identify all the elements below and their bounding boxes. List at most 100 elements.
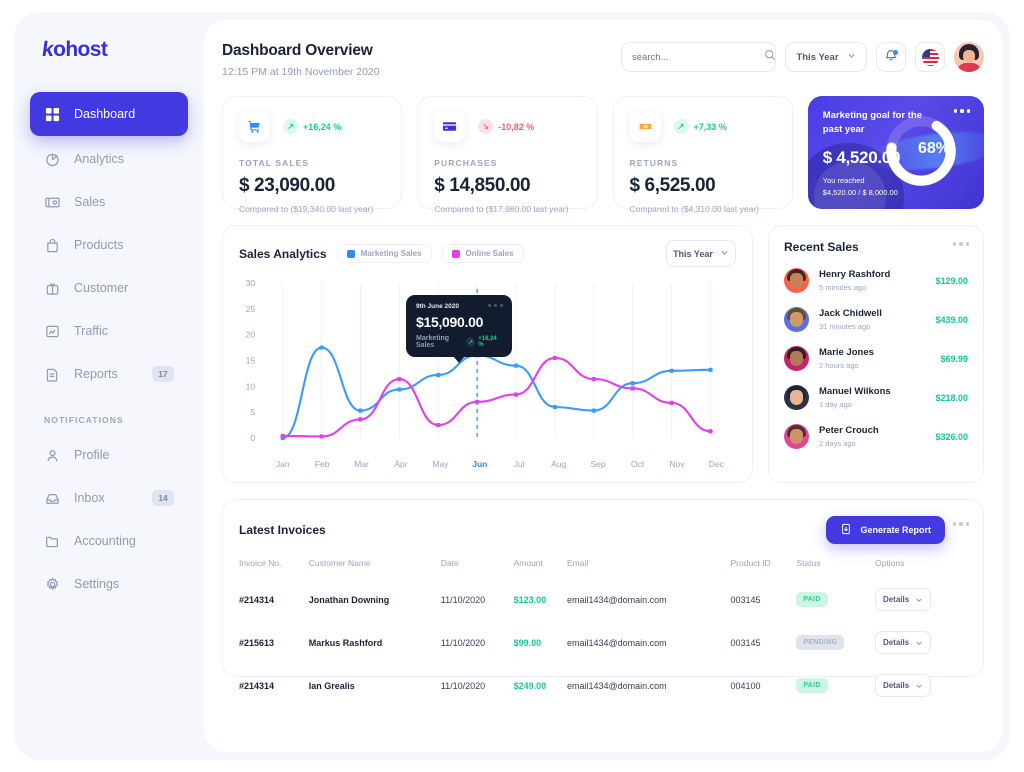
sidebar-item-dashboard[interactable]: Dashboard <box>30 92 188 136</box>
invoice-date: 11/10/2020 <box>440 680 486 691</box>
sidebar-badge-reports: 17 <box>152 366 174 382</box>
recent-sale-row[interactable]: Peter Crouch 2 days ago $326.00 <box>784 424 968 449</box>
goal-progress-text: You reached $4,520.00 / $ 8,000.00 <box>823 175 969 199</box>
recent-sale-time: 31 minutes ago <box>819 322 871 331</box>
stat-note: Compared to ($17,980.00 last year) <box>434 204 569 214</box>
legend-marketing-sales[interactable]: Marketing Sales <box>336 244 432 263</box>
user-icon <box>44 447 61 464</box>
recent-sale-name: Henry Rashford <box>819 269 891 280</box>
data-point <box>280 433 285 439</box>
sidebar-item-label: Traffic <box>74 324 109 338</box>
image-chart-icon <box>44 323 61 340</box>
sidebar-item-label: Settings <box>74 577 120 591</box>
data-point <box>397 377 402 382</box>
arrow-up-icon: ↗ <box>673 119 689 134</box>
invoices-column-header: Options <box>875 558 905 568</box>
data-point <box>319 345 324 350</box>
status-badge: PAID <box>796 678 828 693</box>
chart-title: Sales Analytics <box>239 246 327 261</box>
recent-sale-time: 2 hours ago <box>819 361 859 370</box>
details-label: Details <box>882 595 910 604</box>
invoices-column-header: Amount <box>513 558 543 568</box>
goal-card-menu-icon[interactable] <box>953 109 970 113</box>
options-cell: Details <box>875 578 967 621</box>
sidebar-item-profile[interactable]: Profile <box>30 435 188 475</box>
data-point <box>630 381 635 386</box>
page-heading: Dashboard Overview 12:15 PM at 19th Nove… <box>222 42 380 78</box>
notifications-button[interactable] <box>876 42 906 72</box>
invoice-amount: $99.00 <box>513 637 542 648</box>
sidebar-item-inbox[interactable]: Inbox 14 <box>30 478 188 518</box>
details-button[interactable]: Details <box>875 631 932 654</box>
recent-sale-row[interactable]: Manuel Wilkons 1 day ago $218.00 <box>784 385 968 410</box>
sidebar-badge-inbox: 14 <box>152 490 174 506</box>
sidebar-item-analytics[interactable]: Analytics <box>30 139 188 179</box>
stat-note: Compared to ($19,340.00 last year) <box>239 204 374 214</box>
topbar: Dashboard Overview 12:15 PM at 19th Nove… <box>222 42 984 78</box>
sidebar-item-label: Analytics <box>74 152 125 166</box>
sidebar-item-sales[interactable]: Sales <box>30 182 188 222</box>
invoice-amount: $123.00 <box>513 594 547 605</box>
invoices-column-header: Invoice No. <box>239 558 282 568</box>
invoices-table-header: Invoice No. Customer Name Date Amount Email P… <box>239 558 967 578</box>
recent-sale-row[interactable]: Jack Chidwell 31 minutes ago $439.00 <box>784 307 968 332</box>
pie-chart-icon <box>44 151 61 168</box>
search-input[interactable] <box>632 51 764 63</box>
avatar <box>784 385 809 410</box>
chart-range-select[interactable]: This Year <box>666 240 736 267</box>
stat-trend-value: +16,24 % <box>303 121 342 132</box>
avatar <box>784 424 809 449</box>
sidebar-item-traffic[interactable]: Traffic <box>30 311 188 351</box>
user-avatar[interactable] <box>954 42 984 72</box>
x-tick-nov: Nov <box>669 459 685 469</box>
stat-trend: ↗ +16,24 % <box>283 119 341 134</box>
x-tick-feb: Feb <box>314 459 330 469</box>
gear-icon <box>44 576 61 593</box>
recent-sale-amount: $326.00 <box>935 431 968 442</box>
stat-card-returns: ↗ +7,33 % RETURNS $ 6,525.00 Compared to… <box>612 96 793 214</box>
sidebar-item-settings[interactable]: Settings <box>30 564 188 604</box>
marketing-goal-card: Marketing goal for the past year $ 4,520… <box>807 96 984 209</box>
search-box[interactable] <box>621 42 776 72</box>
data-point <box>669 400 674 405</box>
invoices-column-header: Customer Name <box>308 558 371 568</box>
tooltip-menu-icon[interactable] <box>488 304 503 307</box>
generate-report-button[interactable]: Generate Report <box>826 516 945 544</box>
details-button[interactable]: Details <box>875 674 932 697</box>
sidebar-item-customer[interactable]: Customer <box>30 268 188 308</box>
sidebar-item-products[interactable]: Products <box>30 225 188 265</box>
chart-range-label: This Year <box>673 248 713 259</box>
tooltip-series: Marketing Sales <box>416 335 450 349</box>
folder-icon <box>44 533 61 550</box>
recent-sale-row[interactable]: Henry Rashford 5 minutes ago $129.00 <box>784 268 968 293</box>
recent-sale-name: Manuel Wilkons <box>819 386 891 397</box>
sidebar-item-accounting[interactable]: Accounting <box>30 521 188 561</box>
stat-trend: ↘ -10,82 % <box>478 119 534 134</box>
year-range-select[interactable]: This Year <box>785 42 867 72</box>
notification-dot <box>893 50 898 55</box>
recent-sale-info: Manuel Wilkons 1 day ago <box>819 386 891 409</box>
invoice-date: 11/10/2020 <box>440 637 486 648</box>
x-tick-sep: Sep <box>590 459 606 469</box>
search-icon <box>764 48 776 66</box>
avatar-face <box>790 273 803 288</box>
language-button[interactable] <box>915 42 945 72</box>
invoices-column-header: Email <box>566 558 589 568</box>
product-id: 003145 <box>730 637 761 648</box>
details-button[interactable]: Details <box>875 588 932 611</box>
recent-sale-row[interactable]: Marie Jones 2 hours ago $69.99 <box>784 346 968 371</box>
legend-online-sales[interactable]: Online Sales <box>441 244 524 263</box>
table-row: #214314 Jonathan Downing 11/10/2020 $123.00… <box>239 578 967 621</box>
options-cell: Details <box>875 664 967 707</box>
stat-label: RETURNS <box>629 158 679 168</box>
app-logo[interactable]: kkohostohost <box>40 38 108 61</box>
y-tick-30: 30 <box>246 278 256 288</box>
generate-report-label: Generate Report <box>860 525 931 535</box>
recent-sale-name: Peter Crouch <box>819 425 879 436</box>
invoices-menu-icon[interactable] <box>952 522 969 526</box>
avatar-face <box>790 390 803 405</box>
chevron-down-icon <box>847 51 856 63</box>
recent-sales-menu-icon[interactable] <box>952 242 969 246</box>
sidebar-item-reports[interactable]: Reports 17 <box>30 354 188 394</box>
legend-label: Online Sales <box>465 249 514 258</box>
